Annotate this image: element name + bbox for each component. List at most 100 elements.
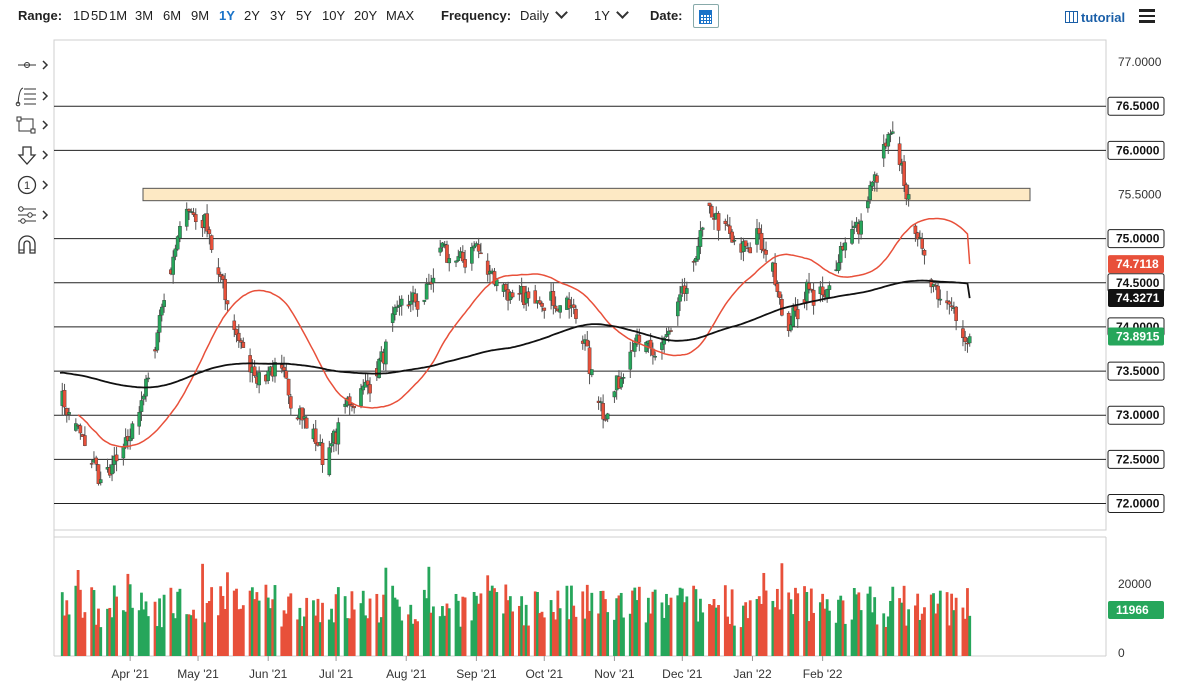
level-tag-box [1107,494,1165,514]
volume-bar [257,600,261,656]
crosshair-tool[interactable] [12,54,50,78]
volume-bar [332,622,336,656]
tutorial-link[interactable]: tutorial [1065,10,1125,25]
candle-body [304,417,309,429]
candle-body [888,133,893,135]
volume-bar [205,603,209,656]
rectangle-icon [16,116,49,134]
volume-bar [597,613,600,656]
volume-bar [633,587,637,656]
period-select[interactable]: 1Y [594,6,629,23]
level-tag-text: 76.5000 [1116,99,1160,113]
range-button-3m[interactable]: 3M [135,8,154,23]
volume-bar [395,599,399,656]
candle-body [852,225,857,229]
x-tick-label: Jun '21 [249,667,288,681]
volume-bar [714,607,718,656]
candle-body [929,279,934,288]
volume-bar [121,610,125,656]
volume-bar [176,591,180,656]
range-button-6m[interactable]: 6M [163,8,182,23]
volume-bar [536,592,539,656]
candle-body [94,457,99,465]
settings-tool[interactable] [12,203,50,227]
level-tag-box [1107,405,1165,425]
range-button-3y[interactable]: 3Y [270,8,286,23]
volume-bar [524,604,528,656]
candle-body [902,161,906,186]
volume-bar [350,591,354,656]
volume-bar [379,617,383,656]
candle-body [843,242,848,251]
range-button-9m[interactable]: 9M [191,8,210,23]
volume-bar [330,608,333,656]
candle-body [178,226,182,239]
volume-bar [669,597,673,656]
volume-bar [431,606,435,656]
volume-bar [110,617,114,656]
volume-bar [726,616,729,656]
volume-bar [124,611,128,656]
frequency-select[interactable]: Daily [520,6,568,23]
level-tag-text: 74.5000 [1116,276,1160,290]
candle-body [98,479,103,484]
candle-body [633,342,637,352]
volume-bar [902,585,906,656]
level-tag-box [1107,140,1165,160]
volume-bar [108,607,112,656]
volume-bar [76,570,80,656]
candle-body [128,436,132,442]
volume-bar [155,626,159,656]
volume-bar [65,600,69,656]
date-label: Date: [650,8,683,23]
volume-bar [755,598,759,656]
range-button-max[interactable]: MAX [386,8,415,23]
volume-bar [316,598,320,656]
volume-bar [791,614,795,656]
calendar-icon[interactable] [693,4,719,28]
range-button-1m[interactable]: 1M [109,8,128,23]
range-button-1y[interactable]: 1Y [219,8,235,23]
volume-bar [857,592,861,656]
volume-bar [327,619,331,656]
volume-bar [615,598,619,656]
magnet-tool[interactable] [12,233,50,257]
candle-body [619,378,624,388]
x-axis: Apr '21 May '21 Jun '21 Jul '21 Aug '21 Sep '… [111,656,843,681]
volume-bar [789,599,793,656]
ma-long-price-tag: 74.3271 [1116,291,1160,305]
candle-body [218,274,223,277]
range-button-20y[interactable]: 20Y [354,8,378,23]
fibonacci-tool[interactable] [12,84,50,108]
candle-body [146,377,151,380]
counter-tool[interactable]: 1 [12,173,50,197]
volume-bar [855,594,858,656]
hamburger-menu-icon[interactable] [1139,9,1155,23]
volume-bar [303,616,306,656]
volume-bar [778,609,782,656]
crosshair-icon [18,60,49,70]
range-button-5d[interactable]: 5D [91,8,108,23]
volume-bar [126,573,130,656]
candle-body [730,231,734,243]
range-button-5y[interactable]: 5Y [296,8,312,23]
range-button-2y[interactable]: 2Y [244,8,260,23]
volume-bar [667,605,671,656]
candle-body [707,202,712,207]
range-button-1d[interactable]: 1D [73,8,90,23]
volume-bar [479,593,483,656]
svg-text:1: 1 [24,180,30,192]
volume-bar [106,608,109,656]
volume-bar [502,613,505,656]
x-tick-label: Apr '21 [111,667,149,681]
range-button-10y[interactable]: 10Y [322,8,346,23]
arrow-tool[interactable] [12,143,50,167]
volume-bar [459,626,462,656]
volume-bar [422,589,426,656]
volume-bar [873,597,877,656]
candle-body [463,259,467,268]
volume-bar [112,585,116,656]
rectangle-tool[interactable] [12,113,50,137]
volume-bar [590,592,594,656]
